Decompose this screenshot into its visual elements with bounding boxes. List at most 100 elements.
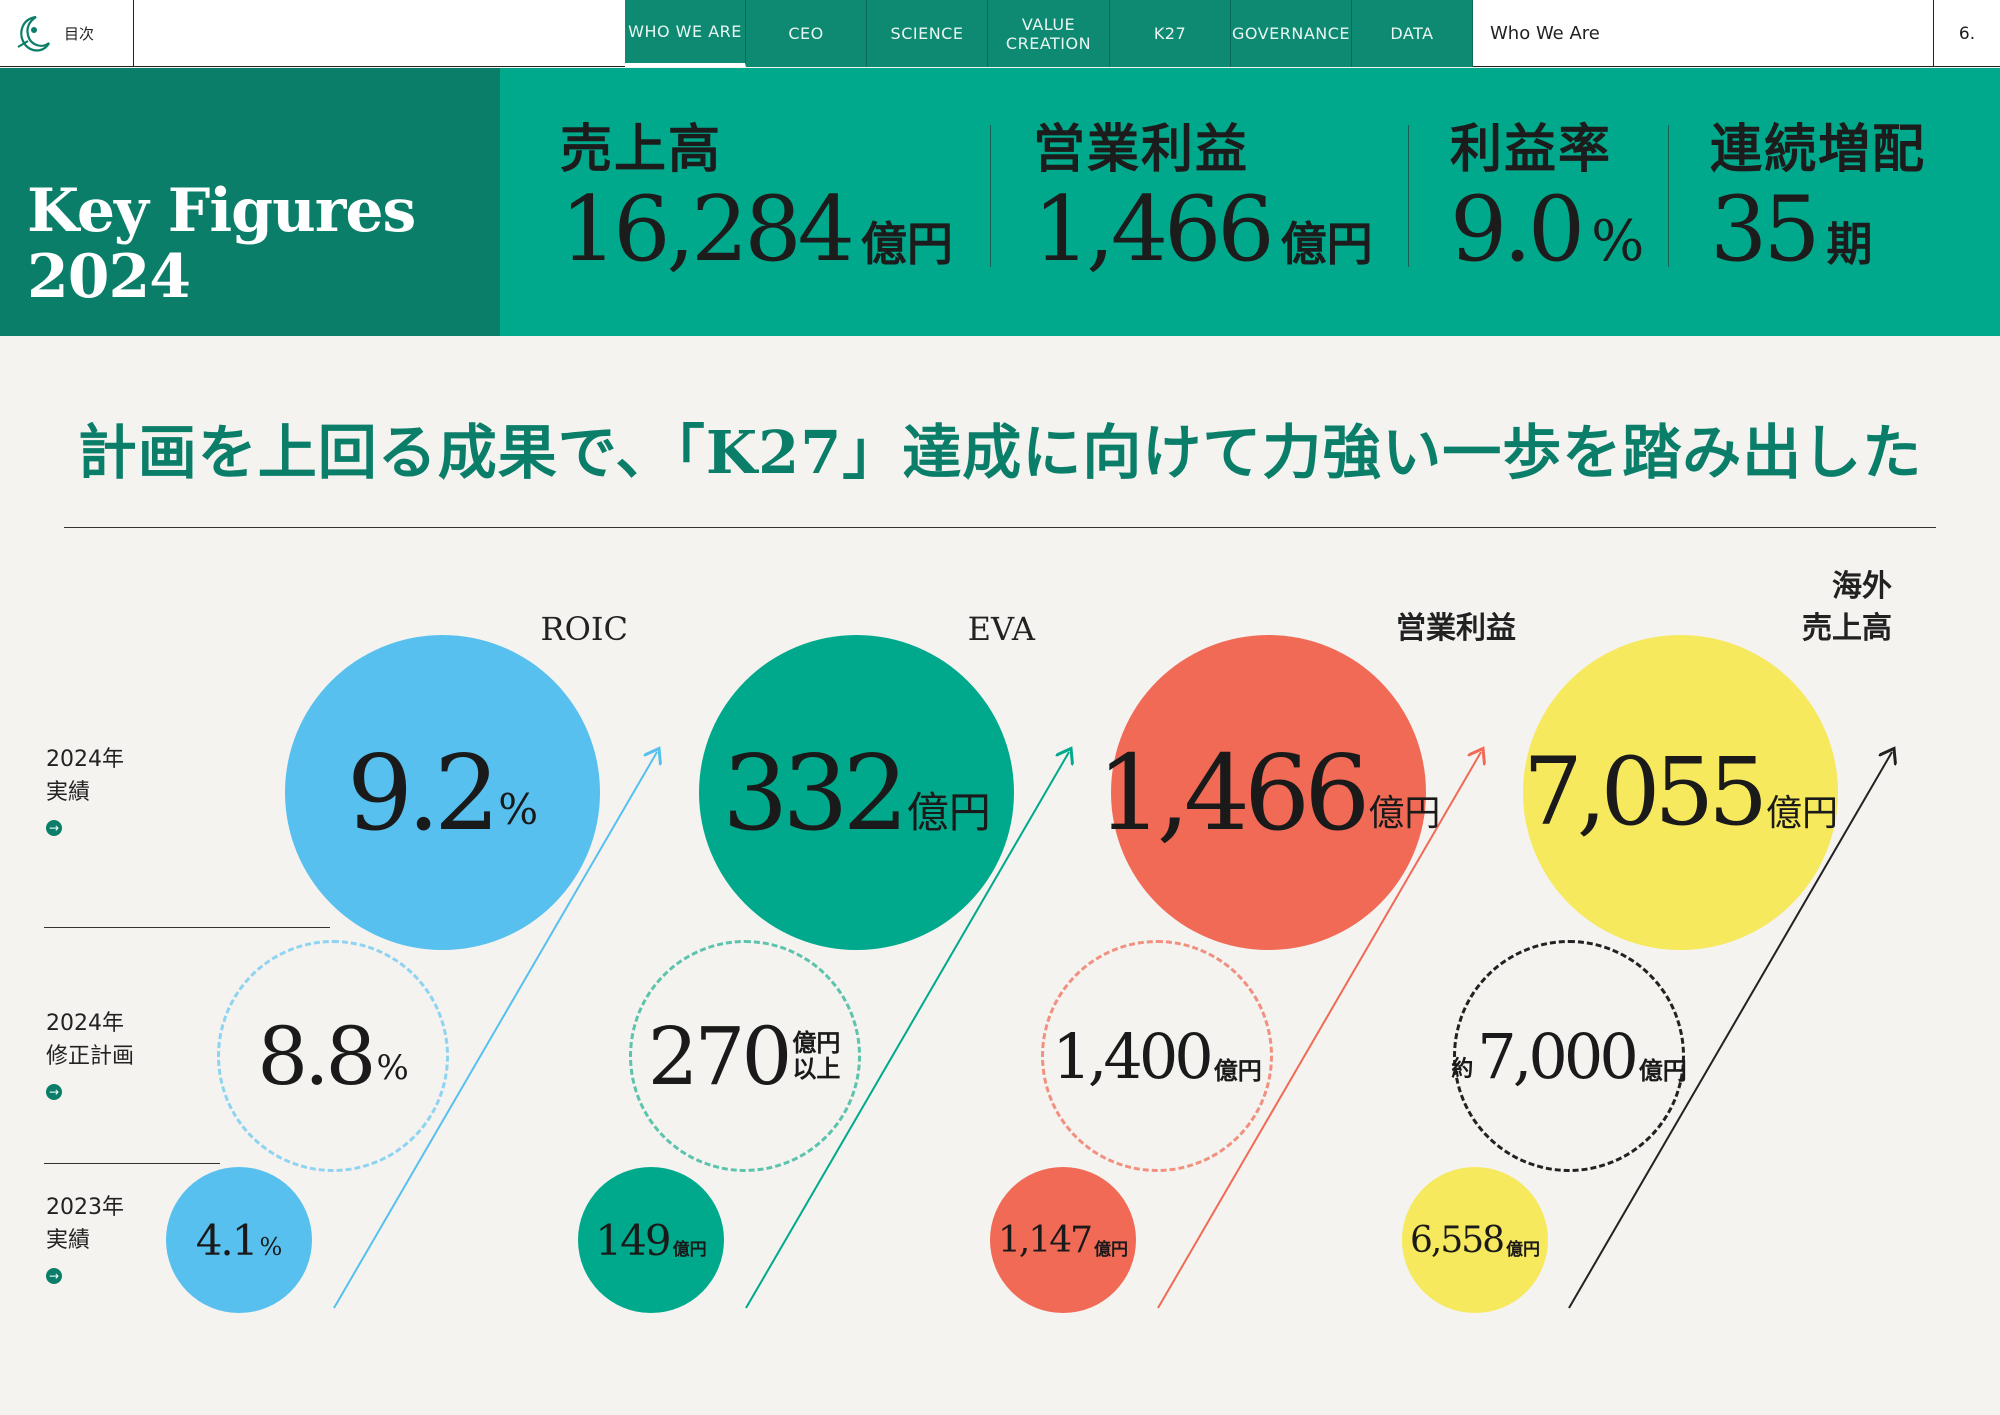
metric-dividend-increase: 連続増配 35 期 bbox=[1710, 120, 1926, 292]
overseas-2024-plan-circle: 約 7,000 億円 bbox=[1451, 940, 1687, 1172]
circle-value: 4.1 bbox=[195, 1215, 259, 1265]
metric-divider bbox=[1668, 125, 1669, 267]
tab-science[interactable]: SCIENCE bbox=[867, 0, 988, 67]
row-divider bbox=[44, 927, 330, 928]
circle-unit: % bbox=[259, 1233, 283, 1261]
eva-growth-arrow bbox=[745, 752, 1069, 1309]
roic-2024-actual-circle: 9.2% bbox=[285, 635, 600, 950]
circle-unit: 億円 bbox=[672, 1239, 707, 1260]
circle-unit: % bbox=[376, 1048, 409, 1088]
arrow-right-icon[interactable]: → bbox=[46, 820, 62, 836]
row-label-line1: 2023年 bbox=[46, 1195, 124, 1220]
row-label-line2: 実績 bbox=[46, 780, 91, 805]
metrics-band: 売上高 16,284 億円 営業利益 1,466 億円 利益率 9.0% 連続増配 … bbox=[500, 68, 2000, 336]
row-label-2024-plan: 2024年 修正計画 → bbox=[46, 1007, 134, 1106]
column-title-operating-profit: 営業利益 bbox=[1396, 611, 1516, 646]
row-label-2023-actual: 2023年 実績 → bbox=[46, 1191, 124, 1290]
op-growth-arrow bbox=[1157, 752, 1481, 1309]
metric-value: 9.0 bbox=[1450, 177, 1585, 282]
circle-unit: 億円 bbox=[1638, 1055, 1687, 1085]
tab-data[interactable]: DATA bbox=[1352, 0, 1473, 67]
tab-value-creation[interactable]: VALUE CREATION bbox=[988, 0, 1110, 67]
eva-2024-actual-circle: 332 億円 bbox=[699, 635, 1014, 950]
roic-2024-plan-circle: 8.8% bbox=[217, 940, 449, 1172]
circle-unit: 億円 bbox=[1766, 792, 1839, 834]
divider bbox=[64, 527, 1936, 528]
column-title-overseas-sales: 海外 売上高 bbox=[1760, 566, 1892, 650]
tab-who-we-are[interactable]: WHO WE ARE bbox=[625, 0, 746, 67]
metric-value: 1,466 bbox=[1033, 177, 1275, 282]
metric-divider bbox=[990, 125, 991, 267]
circle-unit: 億円 bbox=[1213, 1055, 1262, 1085]
metric-margin: 利益率 9.0% bbox=[1450, 120, 1644, 290]
page-number: 6. bbox=[1933, 0, 2000, 67]
circle-value: 1,466 bbox=[1096, 731, 1371, 854]
circle-value: 149 bbox=[595, 1215, 671, 1265]
circle-value: 8.8 bbox=[257, 1009, 376, 1103]
section-name: Who We Are bbox=[1490, 23, 1600, 44]
circle-unit: 億円 bbox=[906, 788, 991, 837]
metric-label: 連続増配 bbox=[1710, 119, 1927, 180]
metric-sales: 売上高 16,284 億円 bbox=[560, 120, 953, 292]
op-2023-actual-circle: 1,147 億円 bbox=[990, 1167, 1136, 1313]
op-2024-plan-circle: 1,400 億円 bbox=[1041, 940, 1273, 1172]
row-label-line1: 2024年 bbox=[46, 747, 124, 772]
column-title-roic: ROIC bbox=[540, 610, 628, 648]
metric-label: 利益率 bbox=[1450, 119, 1613, 180]
circle-value: 7,000 bbox=[1477, 1019, 1638, 1093]
column-title-line1: 海外 bbox=[1832, 569, 1892, 604]
circle-value: 1,147 bbox=[997, 1219, 1093, 1261]
key-figures-title: Key Figures 2024 bbox=[0, 68, 500, 336]
tab-governance[interactable]: GOVERNANCE bbox=[1231, 0, 1352, 67]
metric-unit: % bbox=[1591, 209, 1645, 274]
column-title-eva: EVA bbox=[967, 610, 1035, 648]
op-2024-actual-circle: 1,466 億円 bbox=[1097, 635, 1440, 950]
metric-divider bbox=[1408, 125, 1409, 267]
circle-unit: 億円 bbox=[1506, 1239, 1541, 1260]
circle-prefix: 約 bbox=[1451, 1056, 1474, 1082]
top-navigation: 目次 WHO WE ARE CEO SCIENCE VALUE CREATION… bbox=[0, 0, 2000, 67]
row-label-2024-actual: 2024年 実績 → bbox=[46, 743, 124, 842]
tab-k27[interactable]: K27 bbox=[1110, 0, 1231, 67]
headline: 計画を上回る成果で、「K27」達成に向けて力強い一歩を踏み出した bbox=[77, 418, 1923, 487]
metric-label: 売上高 bbox=[560, 119, 723, 180]
key-figures-title-line1: Key Figures bbox=[27, 176, 416, 246]
arrow-right-icon[interactable]: → bbox=[46, 1268, 62, 1284]
toc-button[interactable]: 目次 bbox=[0, 0, 134, 67]
eva-2024-plan-circle: 270 億円以上 bbox=[629, 940, 861, 1172]
logo-icon bbox=[17, 15, 50, 52]
metric-value: 16,284 bbox=[560, 177, 855, 282]
row-label-line2: 修正計画 bbox=[46, 1044, 135, 1069]
circle-value: 332 bbox=[722, 731, 908, 854]
row-label-line1: 2024年 bbox=[46, 1011, 124, 1036]
circle-unit: % bbox=[498, 785, 539, 834]
circle-value: 1,400 bbox=[1052, 1019, 1213, 1093]
tab-ceo[interactable]: CEO bbox=[746, 0, 867, 67]
metric-unit: 億円 bbox=[1280, 217, 1373, 271]
overseas-growth-arrow bbox=[1568, 752, 1892, 1309]
key-figures-title-line2: 2024 bbox=[27, 242, 191, 312]
metric-operating-profit: 営業利益 1,466 億円 bbox=[1033, 120, 1373, 292]
circle-unit: 億円 bbox=[1368, 792, 1441, 834]
circle-unit: 億円 bbox=[1094, 1239, 1129, 1260]
roic-2023-actual-circle: 4.1% bbox=[166, 1167, 312, 1313]
overseas-2023-actual-circle: 6,558 億円 bbox=[1402, 1167, 1548, 1313]
column-title-line2: 売上高 bbox=[1802, 611, 1892, 646]
roic-growth-arrow bbox=[333, 752, 657, 1309]
circle-value: 7,055 bbox=[1522, 738, 1768, 847]
circle-value: 270 bbox=[647, 1009, 793, 1103]
row-label-line2: 実績 bbox=[46, 1228, 91, 1253]
circle-value: 6,558 bbox=[1409, 1219, 1505, 1261]
metric-unit: 億円 bbox=[860, 217, 953, 271]
overseas-2024-actual-circle: 7,055 億円 bbox=[1523, 635, 1838, 950]
metric-value: 35 bbox=[1710, 177, 1821, 282]
circle-value: 9.2 bbox=[346, 731, 500, 854]
circle-unit: 億円以上 bbox=[792, 1028, 841, 1083]
metric-unit: 期 bbox=[1826, 217, 1873, 271]
eva-2023-actual-circle: 149 億円 bbox=[578, 1167, 724, 1313]
metric-label: 営業利益 bbox=[1033, 119, 1250, 180]
toc-label: 目次 bbox=[64, 25, 95, 43]
row-divider bbox=[44, 1163, 220, 1164]
arrow-right-icon[interactable]: → bbox=[46, 1084, 62, 1100]
